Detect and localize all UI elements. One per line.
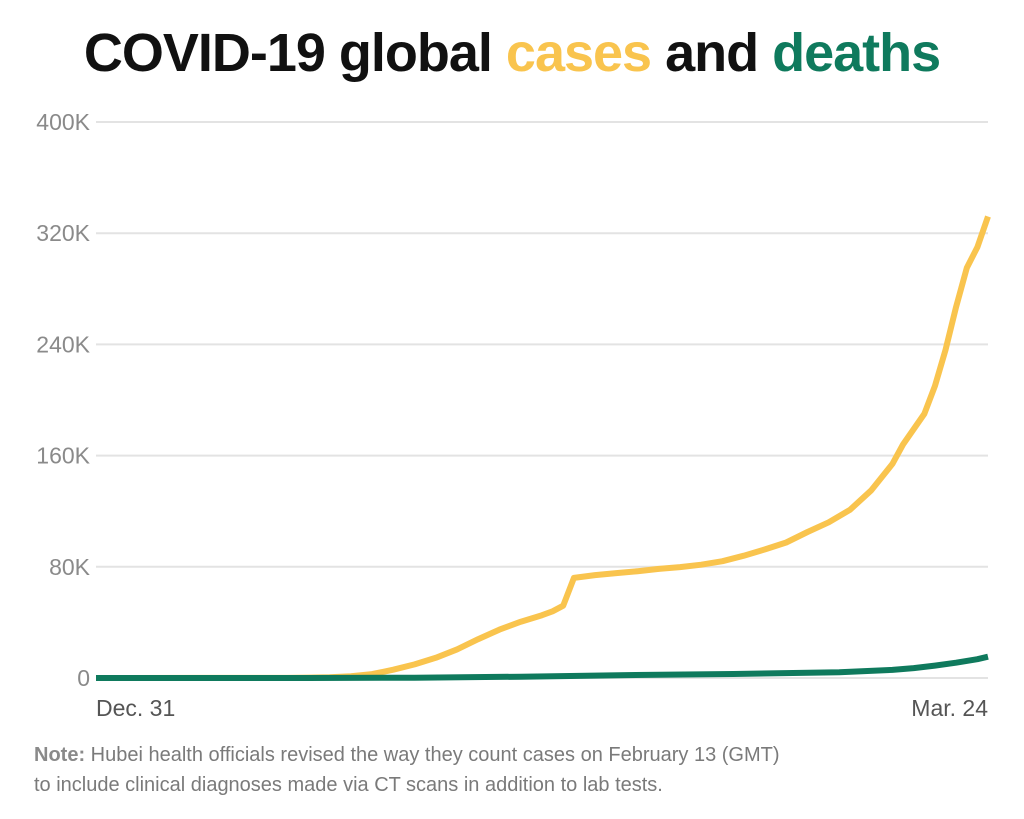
x-tick-label: Mar. 24 <box>911 695 988 721</box>
y-tick-label: 160K <box>36 443 90 469</box>
title-part2: and <box>651 23 773 83</box>
y-tick-label: 0 <box>77 665 90 691</box>
y-tick-label: 240K <box>36 331 90 357</box>
y-tick-label: 400K <box>36 109 90 135</box>
grid-layer <box>96 121 988 679</box>
note-line2: to include clinical diagnoses made via C… <box>34 774 663 796</box>
title-deaths-word: deaths <box>772 23 941 83</box>
cases-series-line <box>95 215 991 681</box>
y-tick-label: 320K <box>36 220 90 246</box>
x-tick-label: Dec. 31 <box>96 695 175 721</box>
deaths-series-line <box>96 653 989 681</box>
note-line1: Hubei health officials revised the way t… <box>85 744 780 766</box>
chart-title: COVID-19 global cases and deaths <box>0 22 1024 84</box>
title-part1: COVID-19 global <box>83 23 506 83</box>
y-axis-ticks: 0 80K 160K 240K 320K 400K <box>36 109 90 691</box>
chart-note: Note: Hubei health officials revised the… <box>34 740 934 800</box>
note-label: Note: <box>34 744 86 766</box>
y-tick-label: 80K <box>49 554 91 580</box>
x-axis-ticks: Dec. 31 Mar. 24 <box>96 695 988 721</box>
series-layer <box>95 215 991 681</box>
title-cases-word: cases <box>505 23 652 83</box>
